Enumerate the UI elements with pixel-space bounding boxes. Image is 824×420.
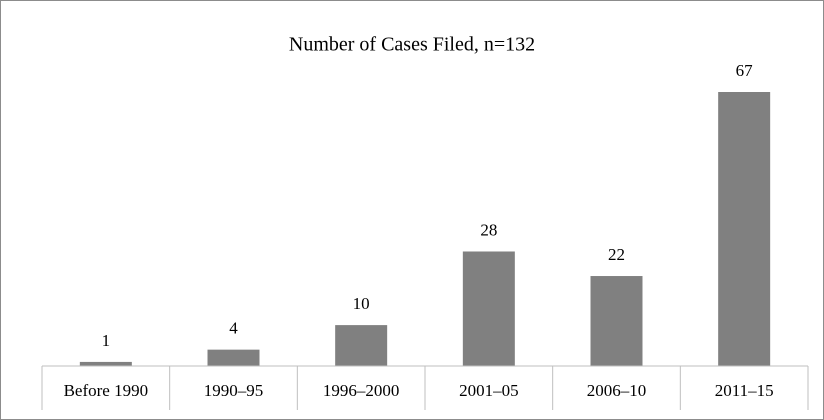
x-tick-label: 1996–2000 [323,381,400,400]
value-label: 28 [480,220,497,239]
value-label: 1 [102,331,111,350]
bar [462,251,515,366]
x-tick-label: 1990–95 [204,381,264,400]
bar [590,276,643,366]
x-tick-label: 2011–15 [715,381,774,400]
bar [718,92,771,366]
value-label: 22 [608,245,625,264]
value-label: 67 [736,61,754,80]
value-label: 10 [353,294,370,313]
chart-title: Number of Cases Filed, n=132 [289,34,535,56]
x-tick-label: 2001–05 [459,381,519,400]
bar [335,325,388,366]
bar [207,349,260,366]
value-label: 4 [229,319,238,338]
x-tick-label: Before 1990 [64,381,149,400]
bar [79,361,132,366]
x-tick-label: 2006–10 [587,381,647,400]
